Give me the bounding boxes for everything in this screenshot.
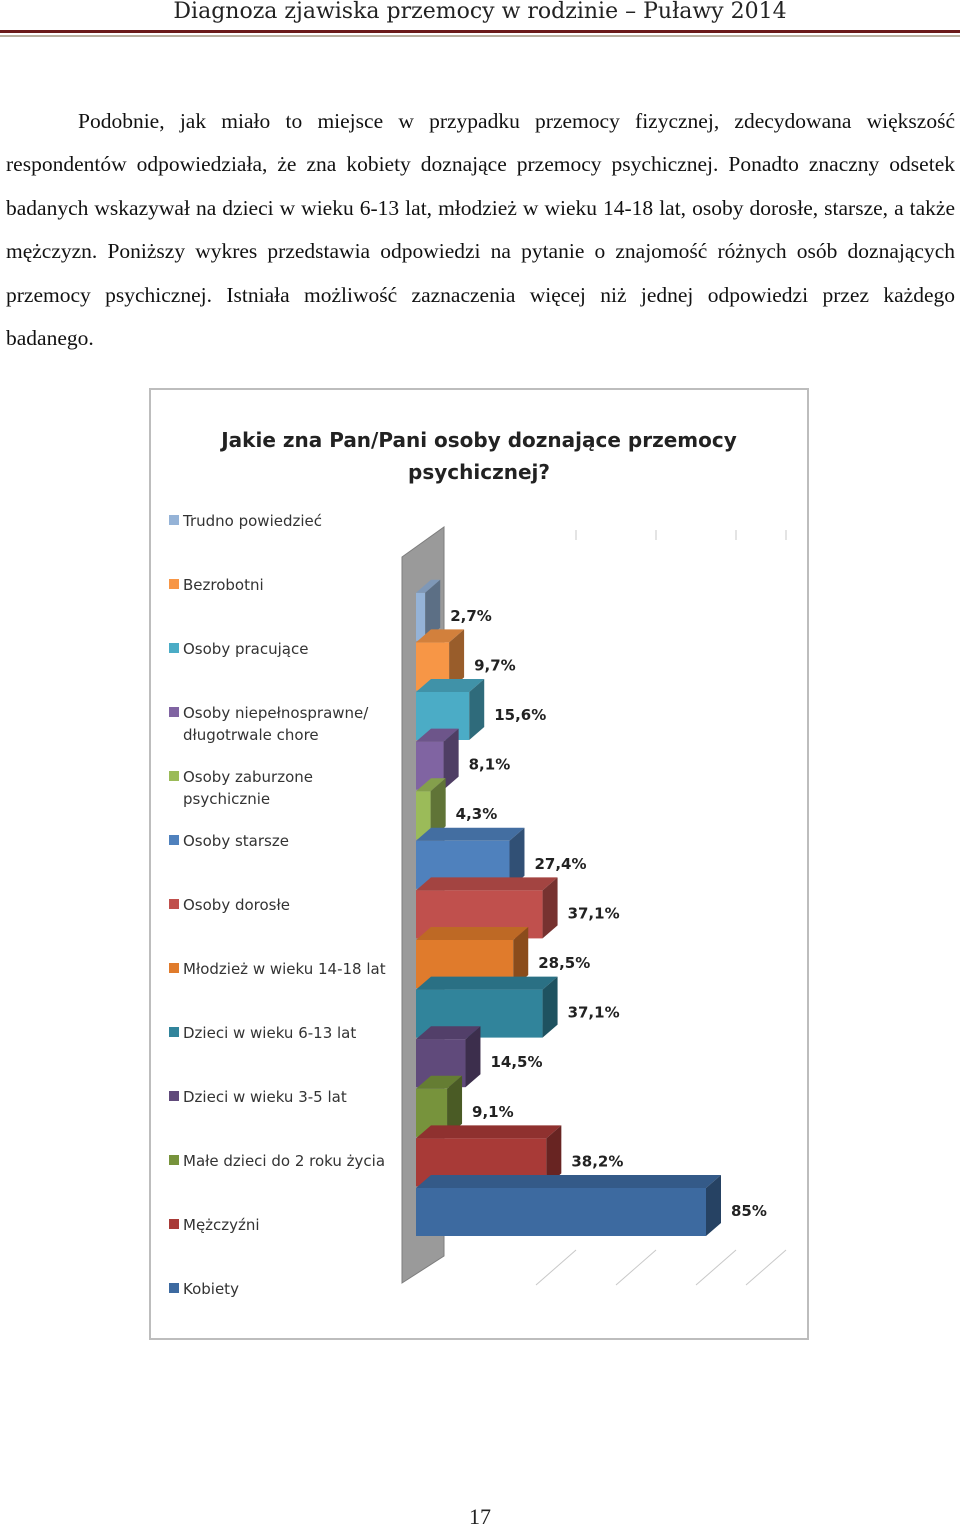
- bar-top: [416, 728, 459, 742]
- bar-side: [465, 1026, 481, 1088]
- legend-label: Małe dzieci do 2 roku życia: [183, 1152, 386, 1170]
- bar-front: [416, 1188, 706, 1236]
- chart-frame: 2,7% 9,7% 15,6% 8,1% 4,3% 27,4% 37,1% 28,5% 37,1…: [149, 388, 809, 1340]
- legend-swatch: [169, 835, 179, 845]
- legend-swatch: [169, 707, 179, 717]
- legend-label: Dzieci w wieku 6-13 lat: [183, 1024, 357, 1042]
- data-label: 38,2%: [571, 1152, 623, 1170]
- bar-top: [416, 976, 558, 990]
- bar-top: [416, 1125, 562, 1139]
- bar-top: [416, 1026, 481, 1040]
- legend-swatch: [169, 899, 179, 909]
- legend-label: Mężczyźni: [183, 1216, 260, 1234]
- bar-top: [416, 1175, 721, 1188]
- legend-swatch: [169, 1091, 179, 1101]
- legend-label: Trudno powiedzieć: [183, 512, 323, 530]
- bar-chart-3d: 2,7% 9,7% 15,6% 8,1% 4,3% 27,4% 37,1% 28,5% 37,1…: [401, 526, 787, 1286]
- legend-label: Osoby dorosłe: [183, 896, 290, 914]
- intro-paragraph: Podobnie, jak miało to miejsce w przypad…: [6, 109, 955, 351]
- data-label: 37,1%: [568, 904, 620, 922]
- bar-front: [416, 592, 426, 641]
- bar-side: [449, 629, 465, 691]
- legend-swatch: [169, 771, 179, 781]
- data-label: 27,4%: [534, 855, 586, 873]
- grid-tick-bottom: [745, 1249, 787, 1286]
- legend-swatch: [169, 579, 179, 589]
- data-label: 28,5%: [538, 954, 590, 972]
- bar-side: [546, 1125, 562, 1187]
- legend-label: Osoby starsze: [183, 832, 289, 850]
- bar: [416, 1175, 721, 1236]
- data-label: 2,7%: [450, 607, 492, 625]
- bar-top: [416, 579, 441, 593]
- data-label: 85%: [731, 1202, 767, 1220]
- data-label: 4,3%: [456, 805, 498, 823]
- bar-side: [447, 1075, 463, 1137]
- grid-tick-bottom: [695, 1249, 737, 1286]
- data-label: 9,7%: [474, 656, 516, 674]
- legend-swatch: [169, 1219, 179, 1229]
- bar-side: [509, 827, 525, 889]
- bar-side: [425, 579, 441, 641]
- chart-title: Jakie zna Pan/Pani osoby doznające przem…: [221, 428, 737, 484]
- bar-side: [469, 679, 485, 740]
- bar-side: [706, 1175, 721, 1236]
- header-title: Diagnoza zjawiska przemocy w rodzinie – …: [173, 0, 787, 24]
- legend-label: Osoby pracujące: [183, 640, 309, 658]
- legend-swatch: [169, 1155, 179, 1165]
- legend-swatch: [169, 515, 179, 525]
- legend-swatch: [169, 963, 179, 973]
- legend-label: Kobiety: [183, 1280, 239, 1298]
- bar-side: [430, 778, 446, 840]
- bar-top: [416, 629, 465, 643]
- legend-label: Młodzież w wieku 14-18 lat: [183, 960, 386, 978]
- header-rule: [0, 30, 960, 33]
- bar-front: [416, 791, 431, 840]
- legend-label: Dzieci w wieku 3-5 lat: [183, 1088, 347, 1106]
- bar: [416, 778, 446, 840]
- bar-side: [542, 877, 558, 939]
- bar-top: [416, 1075, 463, 1089]
- legend-swatch: [169, 1283, 179, 1293]
- bar-top: [416, 778, 446, 792]
- legend-label: Bezrobotni: [183, 576, 264, 594]
- data-label: 37,1%: [568, 1004, 620, 1022]
- legend-label: Osoby zaburzone psychicznie: [183, 768, 314, 808]
- bar: [416, 579, 441, 641]
- header-rule-secondary: [0, 35, 960, 37]
- data-label: 9,1%: [472, 1103, 514, 1121]
- data-label: 14,5%: [490, 1053, 542, 1071]
- legend-swatch: [169, 643, 179, 653]
- page-number: 17: [469, 1504, 491, 1529]
- bar-top: [416, 827, 525, 841]
- bar-side: [542, 976, 558, 1038]
- bar-top: [416, 877, 558, 891]
- grid-tick-bottom: [615, 1249, 657, 1286]
- data-label: 15,6%: [494, 706, 546, 724]
- bar-top: [416, 679, 485, 692]
- data-label: 8,1%: [469, 756, 511, 774]
- bar-side: [443, 728, 459, 790]
- bar-top: [416, 927, 529, 940]
- grid-tick-bottom: [535, 1249, 577, 1286]
- legend-swatch: [169, 1027, 179, 1037]
- legend-label: Osoby niepełnosprawne/ długotrwale chore: [183, 704, 369, 744]
- bar-side: [513, 927, 529, 988]
